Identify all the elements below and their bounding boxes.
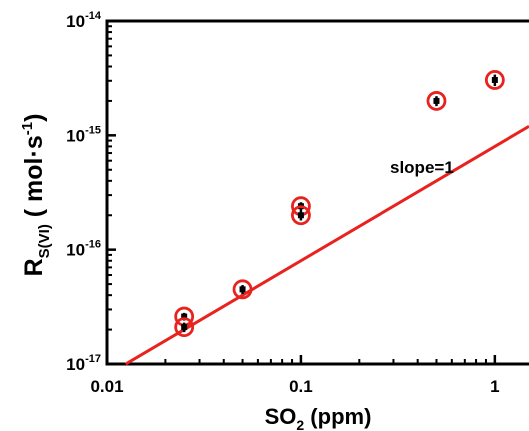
y-tick-label-exponent: -16 [85,239,101,251]
y-axis-title-close: ) [20,114,48,122]
plot-frame [105,19,529,366]
y-tick-label-exponent: -14 [85,10,102,22]
y-axis-title: RS(VI) ( mol·s-1) [19,114,53,277]
data-point [291,205,311,226]
data-point-center [491,76,498,83]
data-point [484,70,505,90]
y-tick-label: 10-16 [66,239,101,260]
y-axis-title-sub: S(VI) [36,224,53,258]
data-point-center [181,313,188,320]
y-axis-title-sup: -1 [19,122,36,135]
data-point-center [239,286,246,293]
x-tick-label: 1 [490,377,499,396]
data-point-center [297,212,304,219]
y-tick-label-exponent: -15 [85,124,101,136]
data-point [426,91,447,111]
y-axis-title-rest: ( mol·s [20,135,48,224]
x-axis-ticks: 0.01 0.1 1 [90,355,500,396]
y-tick-label-base: 10 [66,355,85,374]
y-tick-label-exponent: -17 [85,353,101,365]
data-point-marker [174,317,195,338]
y-tick-label: 10-15 [66,124,101,145]
data-point [174,317,195,338]
y-tick-label-base: 10 [66,126,85,145]
data-point [232,279,253,300]
data-points [174,70,505,338]
y-axis-title-main: R [20,258,48,276]
x-tick-label: 0.1 [289,377,313,396]
y-tick-label: 10-14 [66,10,102,31]
y-tick-label-base: 10 [66,12,85,31]
data-point-marker [426,91,447,111]
x-tick-label: 0.01 [90,377,123,396]
x-axis-title-sub: 2 [296,417,304,431]
x-axis-title-main: SO [265,404,297,429]
x-axis-title-rest: (ppm) [304,404,371,429]
data-point-center [433,97,440,104]
y-tick-label: 10-17 [66,353,101,374]
data-point-center [181,324,188,331]
x-axis-title: SO2 (ppm) [265,404,372,431]
y-tick-label-base: 10 [66,241,85,260]
data-point-marker [291,205,311,226]
slope-annotation: slope=1 [390,158,454,177]
data-point-marker [484,70,505,90]
data-point-marker [232,279,253,300]
